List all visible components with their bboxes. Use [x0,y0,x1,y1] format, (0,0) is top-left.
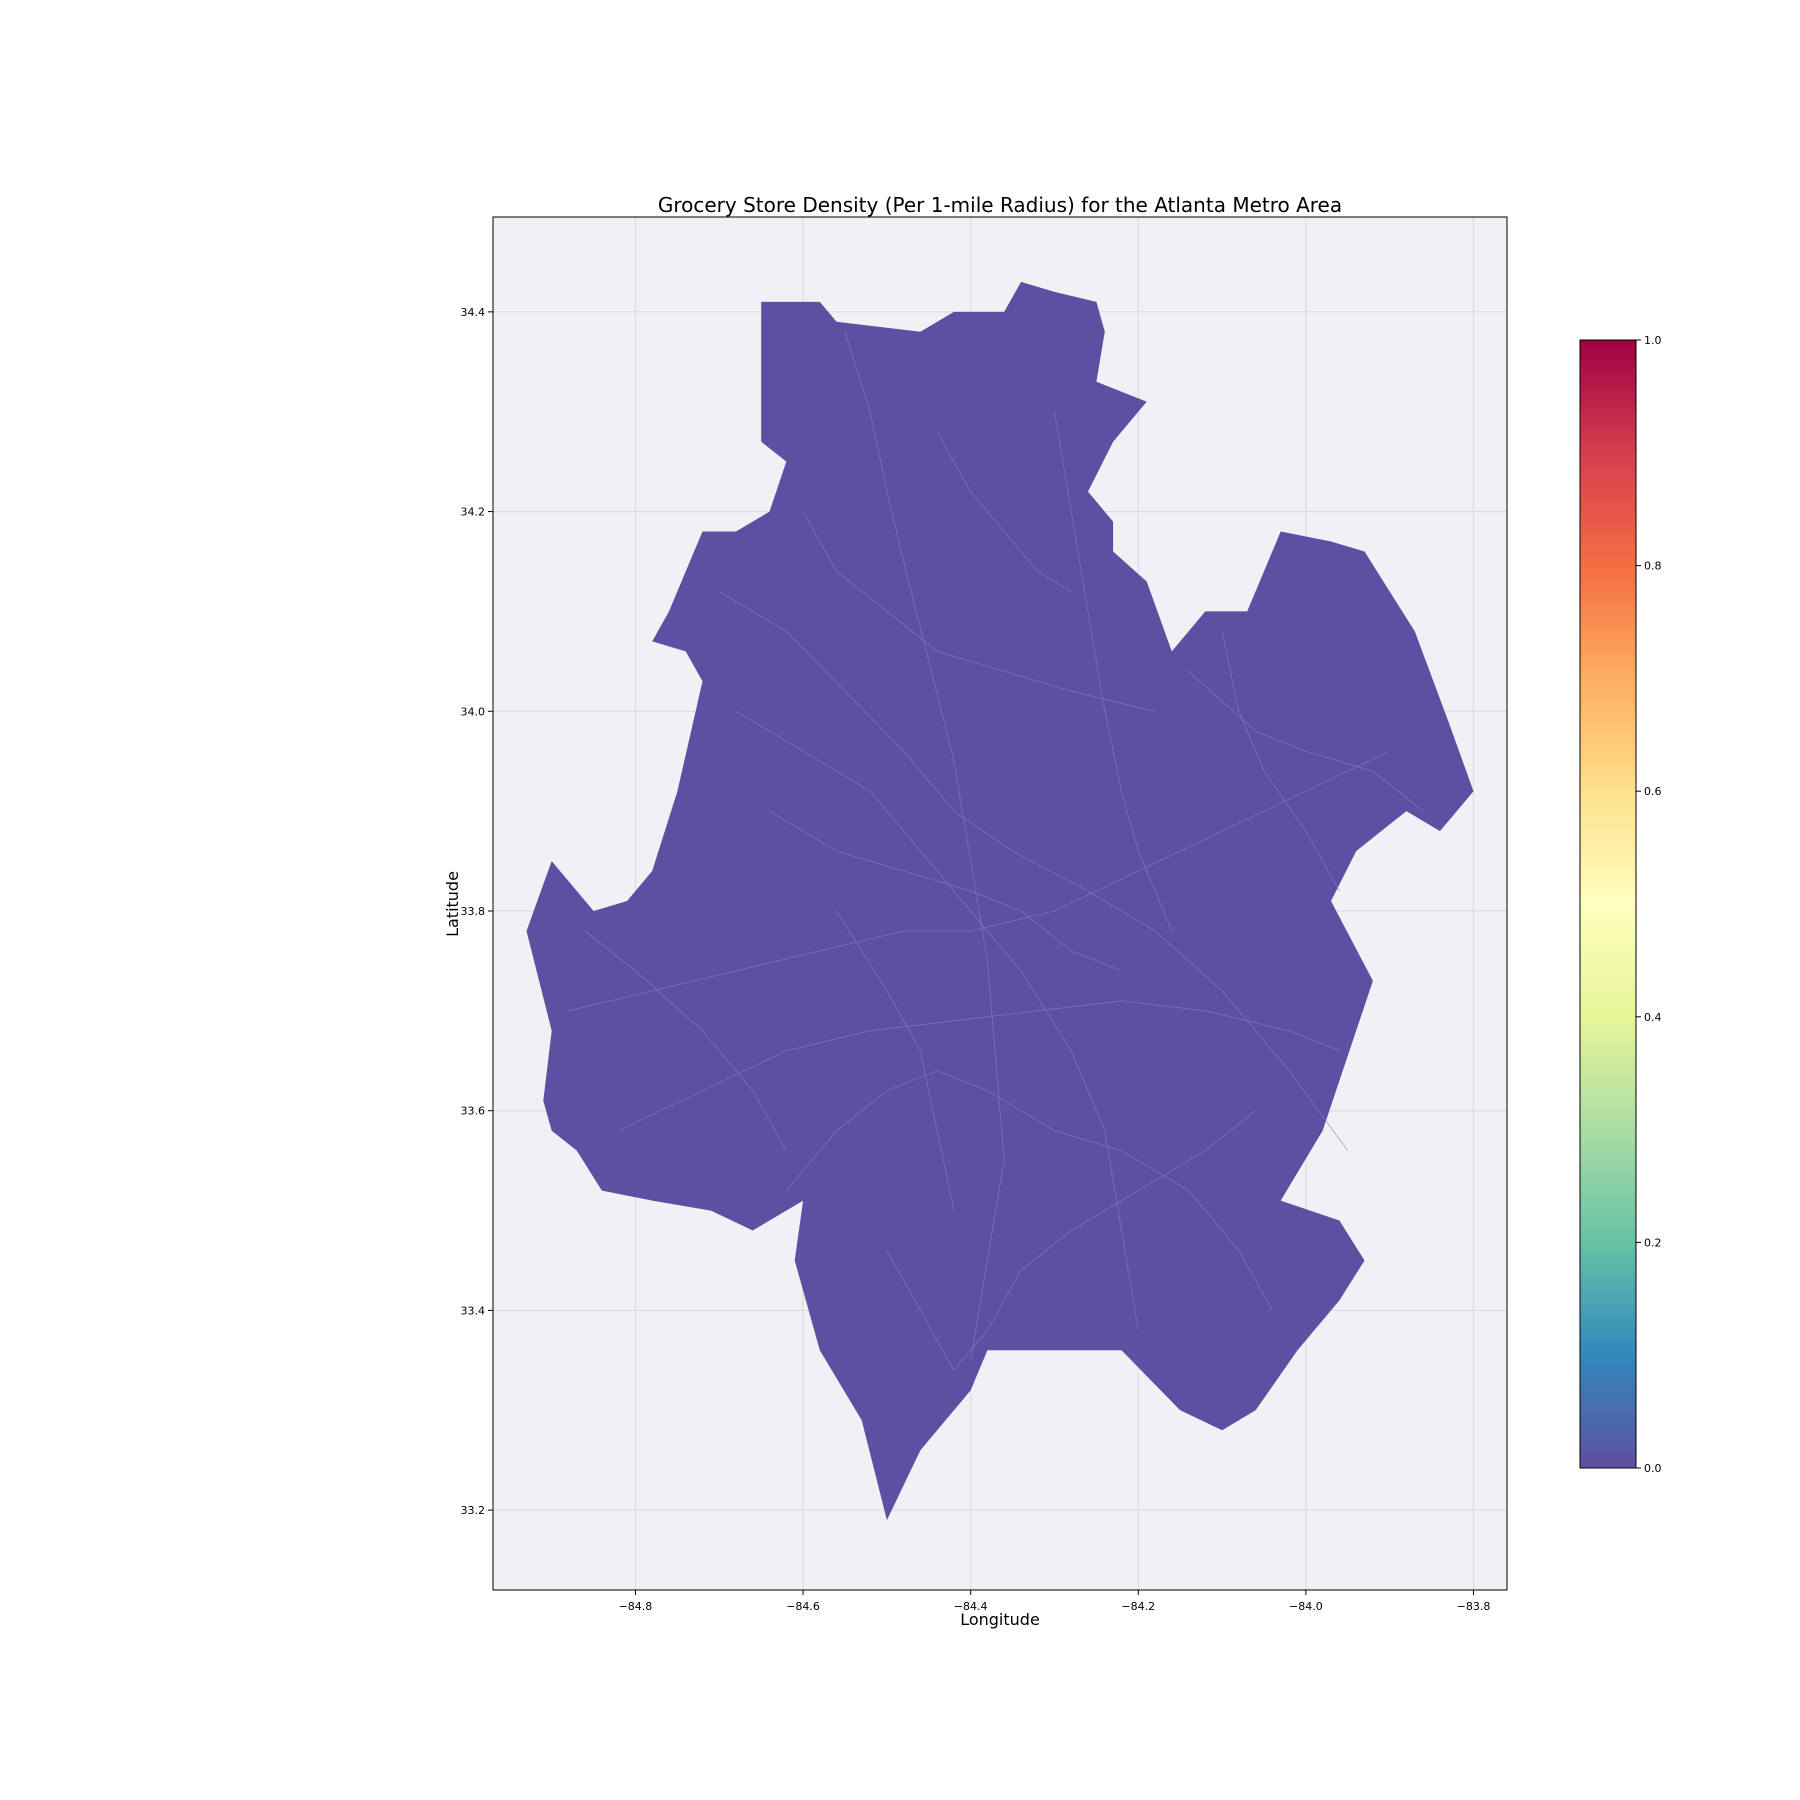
tract-boundary [1221,631,1340,892]
colorbar-tick-label: 0.0 [1644,1462,1662,1475]
y-tick-label: 33.6 [461,1105,486,1118]
regions-layer [526,281,1474,1521]
chart-title: Grocery Store Density (Per 1-mile Radius… [658,193,1342,217]
x-tick-label: −83.8 [1457,1600,1491,1613]
x-tick-label: −84.4 [954,1600,988,1613]
tract-boundary [735,710,1139,1331]
tract-boundary [584,930,787,1151]
y-tick-label: 33.4 [461,1304,486,1317]
tract-boundary [769,810,1122,972]
tract-boundary [936,431,1072,592]
tract-boundary [719,591,1349,1151]
y-axis-label: Latitude [443,871,462,937]
metro-area-region [526,281,1474,1521]
tract-boundary [1054,411,1173,932]
x-axis-label: Longitude [960,1610,1040,1629]
x-tick-label: −84.8 [619,1600,653,1613]
tract-boundary [618,1000,1340,1132]
plot-frame [492,216,1508,1591]
tract-boundary [785,1070,1273,1311]
y-tick-label: 34.2 [461,506,486,519]
map-axes: −84.8 −84.6 −84.4 −84.2 −84.0 −83.8 33.233.43… [461,216,1508,1613]
tract-boundary [886,1110,1256,1372]
x-tick-label: −84.2 [1121,1600,1155,1613]
x-tick-label: −84.0 [1289,1600,1323,1613]
y-tick-label: 34.0 [461,705,486,718]
colorbar-tick-label: 1.0 [1644,334,1662,347]
tract-boundary [836,910,955,1211]
colorbar-tick-label: 0.4 [1644,1011,1662,1024]
colorbar: 0.0 0.2 0.4 0.6 0.8 1.0 [1579,334,1662,1475]
y-tick-label: 33.2 [461,1504,486,1517]
y-tick-label: 34.4 [461,306,486,319]
x-axis-ticks: −84.8 −84.6 −84.4 −84.2 −84.0 −83.8 [619,1590,1491,1613]
x-tick-label: −84.6 [786,1600,820,1613]
colorbar-ticks: 0.0 0.2 0.4 0.6 0.8 1.0 [1636,334,1662,1475]
colorbar-tick-label: 0.8 [1644,560,1662,573]
tract-boundary [844,331,1005,1361]
colorbar-tick-label: 0.6 [1644,785,1662,798]
colorbar-gradient [1579,339,1637,1469]
y-tick-label: 33.8 [461,905,486,918]
tract-boundary [802,511,1156,712]
tract-boundary [568,750,1390,1012]
colorbar-tick-label: 0.2 [1644,1236,1662,1249]
tract-boundary [1188,671,1424,812]
y-axis-ticks: 33.2 33.4 33.6 33.8 34.0 34.2 34.4 [461,306,493,1517]
